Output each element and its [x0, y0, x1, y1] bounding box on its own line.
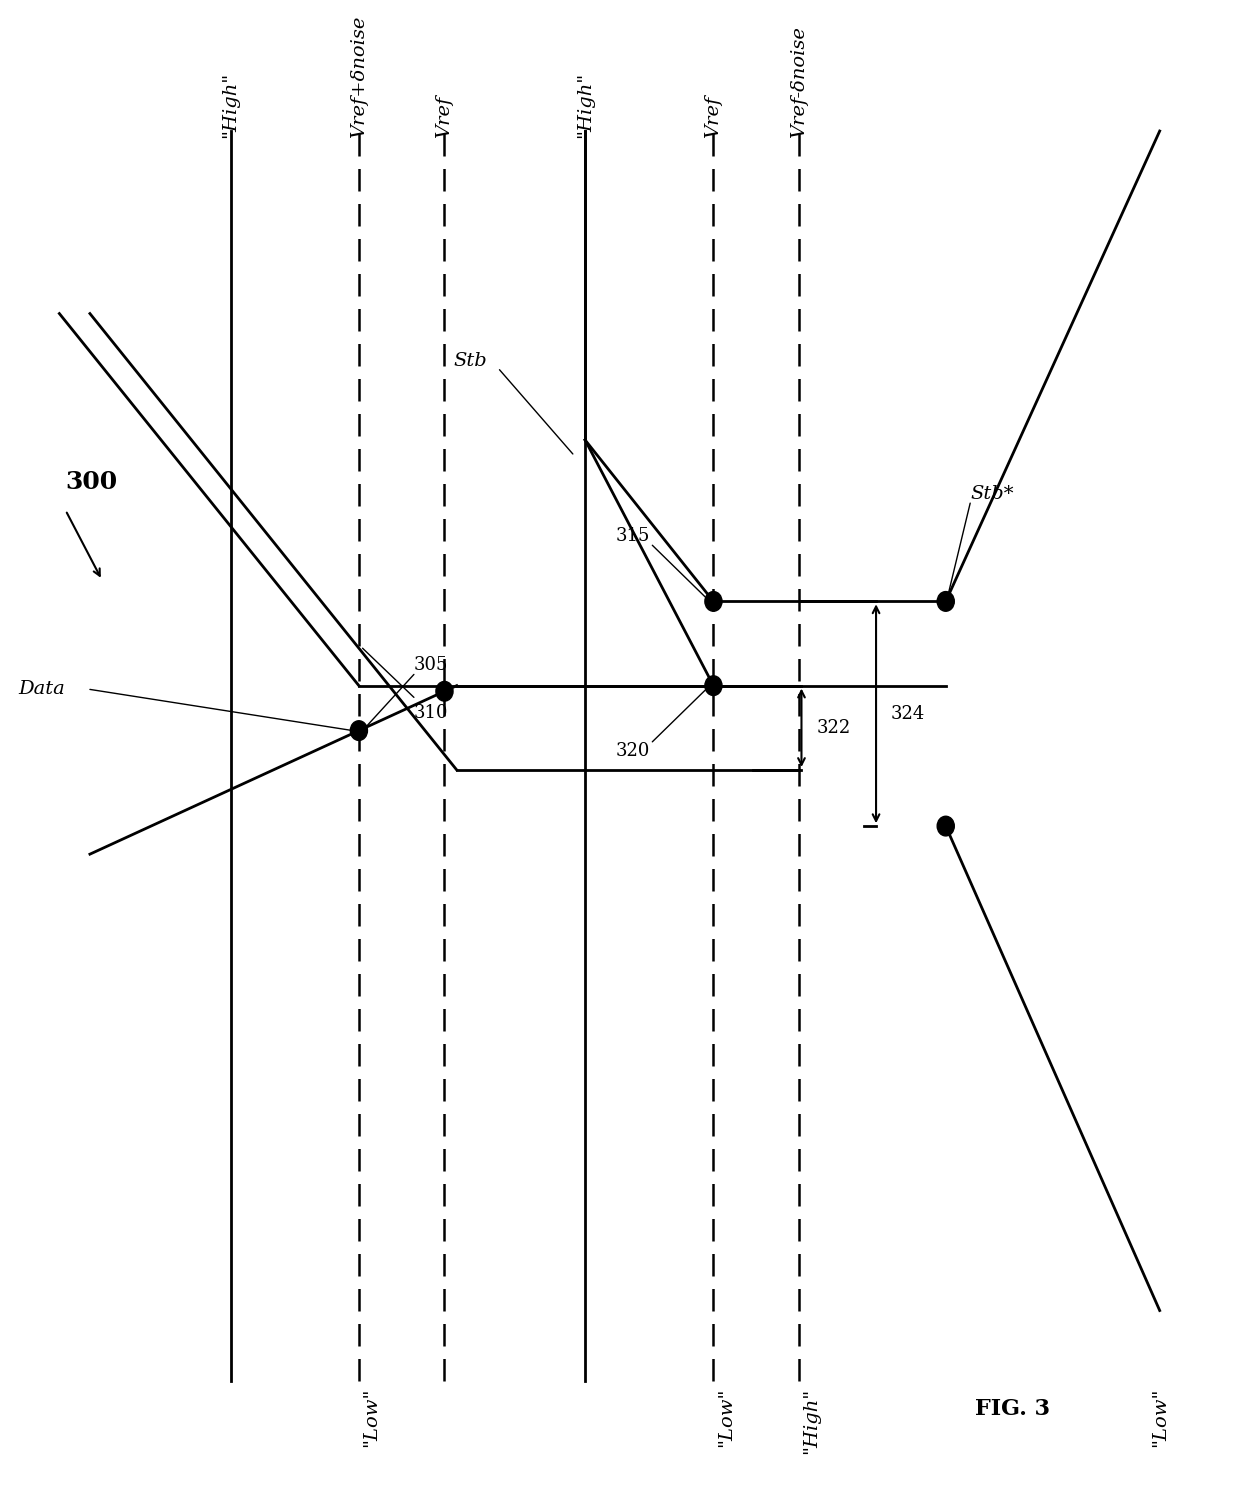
Text: 305: 305	[414, 657, 449, 675]
Text: Data: Data	[19, 681, 66, 699]
Circle shape	[704, 676, 722, 696]
Text: 315: 315	[615, 526, 650, 544]
Text: Stb*: Stb*	[970, 484, 1013, 502]
Circle shape	[436, 681, 453, 700]
Text: Stb: Stb	[454, 351, 487, 369]
Text: 322: 322	[816, 718, 851, 736]
Text: FIG. 3: FIG. 3	[976, 1398, 1050, 1420]
Circle shape	[937, 816, 955, 836]
Text: "High": "High"	[802, 1388, 820, 1454]
Circle shape	[704, 591, 722, 610]
Text: Vref-δnoise: Vref-δnoise	[790, 26, 808, 138]
Text: "High": "High"	[222, 72, 239, 138]
Text: 320: 320	[615, 742, 650, 760]
Circle shape	[351, 722, 367, 741]
Text: "Low": "Low"	[1151, 1388, 1168, 1448]
Text: "Low": "Low"	[717, 1388, 734, 1448]
Text: "High": "High"	[577, 72, 594, 138]
Circle shape	[937, 591, 955, 610]
Text: 324: 324	[890, 705, 925, 723]
Text: Vref: Vref	[704, 96, 723, 138]
Text: "Low": "Low"	[362, 1388, 381, 1448]
Text: 310: 310	[414, 705, 449, 723]
Text: 300: 300	[66, 470, 118, 494]
Text: Vref+δnoise: Vref+δnoise	[350, 15, 368, 138]
Text: Vref: Vref	[435, 96, 454, 138]
